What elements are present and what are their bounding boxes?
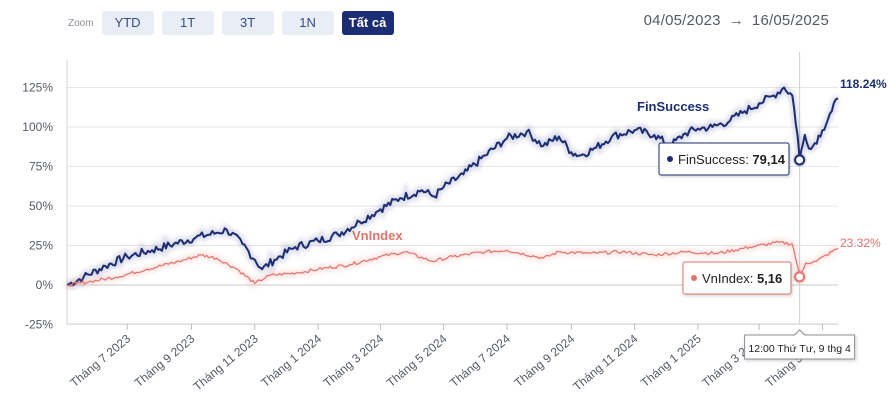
end-label-finsuccess: 118.24% (840, 77, 887, 91)
x-tick-label: Tháng 11 2024 (570, 331, 640, 393)
range-end-date[interactable]: 16/05/2025 (751, 12, 829, 29)
zoom-button-ytd[interactable]: YTD (101, 11, 154, 35)
range-start-date[interactable]: 04/05/2023 (643, 12, 721, 29)
y-tick-label: 0% (36, 278, 54, 292)
date-range: 04/05/2023 → 16/05/2025 (644, 12, 829, 29)
x-tick-label: Tháng 1 2025 (638, 331, 704, 390)
zoom-button-all[interactable]: Tất cả (341, 11, 394, 35)
series-name-vnindex: VnIndex (352, 228, 403, 243)
end-label-vnindex: 23.32% (840, 236, 881, 250)
y-axis: -25% 0% 25% 50% 75% 100% 125% (22, 60, 68, 332)
tooltip-bullet-icon (691, 275, 697, 281)
series-line-finsuccess[interactable] (66, 86, 839, 287)
tooltip-value: 5,16 (757, 271, 782, 286)
x-tick-label: Tháng 7 2024 (447, 331, 513, 390)
zoom-bar: Zoom YTD 1T 3T 1N Tất cả (68, 11, 402, 35)
hover-marker[interactable] (794, 154, 806, 166)
x-tick-label: Tháng 7 2023 (67, 331, 133, 390)
y-tick-label: 25% (29, 239, 53, 253)
x-tick-label: Tháng 11 2023 (191, 331, 261, 393)
range-arrow-icon: → (728, 12, 744, 29)
y-tick-label: 75% (29, 160, 53, 174)
tooltip-text: VnIndex: 5,16 (702, 271, 782, 286)
zoom-button-3t[interactable]: 3T (221, 11, 274, 35)
tooltip-text: FinSuccess: 79,14 (678, 152, 786, 167)
zoom-label: Zoom (68, 17, 94, 29)
tooltip-box (682, 261, 792, 295)
x-tick-label: Tháng 5 2024 (384, 331, 450, 390)
tooltip-value: 79,14 (752, 152, 785, 167)
date-flag-text: 12:00 Thứ Tư, 9 thg 4 (748, 343, 851, 355)
tooltip-label: VnIndex: (702, 271, 757, 286)
x-tick-label: Tháng 1 2024 (258, 331, 324, 390)
tooltip-label: FinSuccess: (678, 152, 752, 167)
zoom-button-1t[interactable]: 1T (161, 11, 214, 35)
x-tick-label: Tháng 3 2024 (321, 331, 387, 390)
tooltip-box (658, 142, 790, 176)
series-name-finsuccess: FinSuccess (637, 99, 709, 114)
series-line-vnindex[interactable] (66, 240, 839, 287)
zoom-button-1n[interactable]: 1N (281, 11, 334, 35)
series-layer (65, 82, 840, 290)
tooltip-bullet-icon (667, 156, 673, 162)
x-tick-label: Tháng 9 2024 (512, 331, 578, 390)
hover-marker[interactable] (794, 271, 806, 283)
y-tick-label: 125% (22, 81, 53, 95)
y-tick-label: -25% (25, 318, 53, 332)
date-flag (744, 329, 856, 360)
y-tick-label: 50% (29, 199, 53, 213)
tooltip: FinSuccess: 79,14 VnIndex: 5,16 12:00 Thứ … (658, 142, 856, 360)
x-tick-label: Tháng 9 2023 (132, 331, 198, 390)
series-labels: FinSuccess 118.24% VnIndex 23.32% (352, 77, 887, 250)
y-tick-label: 100% (22, 120, 53, 134)
